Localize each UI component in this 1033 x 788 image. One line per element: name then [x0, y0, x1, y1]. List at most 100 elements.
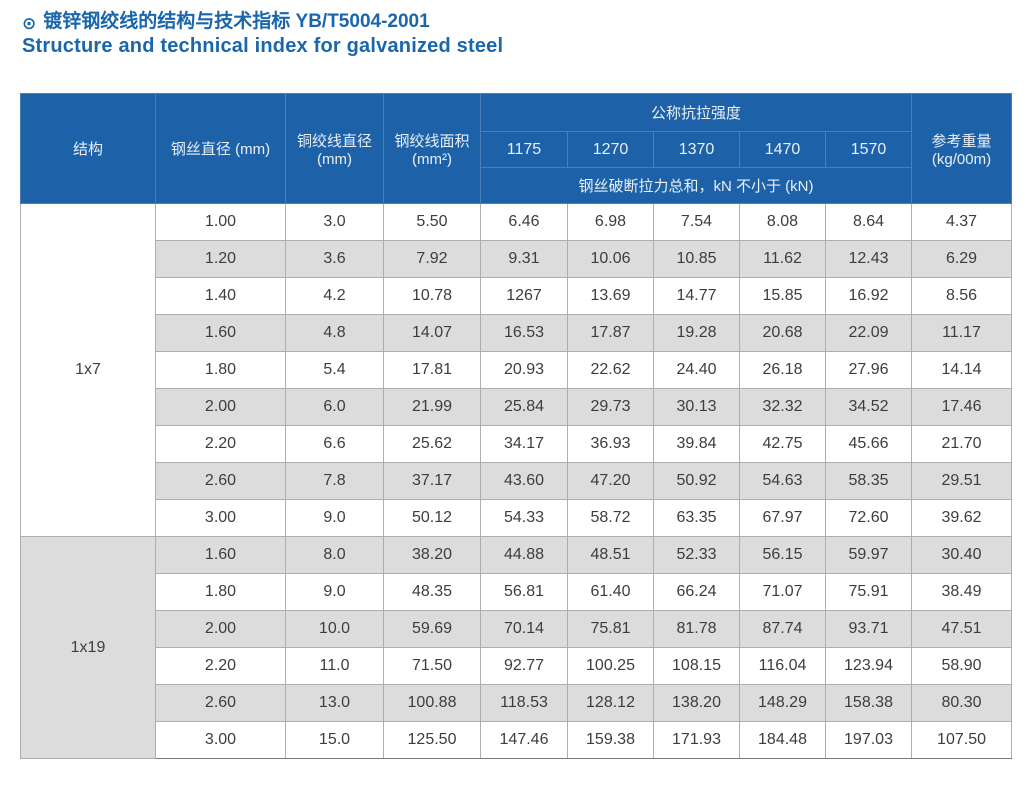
data-cell: 11.62 — [739, 240, 826, 278]
data-cell: 9.0 — [285, 573, 384, 611]
data-cell: 32.32 — [739, 388, 826, 426]
data-cell: 56.15 — [739, 536, 826, 574]
data-cell: 72.60 — [824, 499, 913, 537]
data-cell: 36.93 — [567, 425, 654, 463]
data-cell: 15.0 — [285, 721, 384, 759]
data-cell: 8.64 — [824, 203, 913, 241]
data-cell: 21.70 — [911, 425, 1013, 463]
col-header-strand-diameter: 铜绞线直径 (mm) — [285, 93, 384, 204]
data-cell: 158.38 — [824, 684, 913, 722]
strand-diameter-label: 铜绞线直径 — [296, 132, 372, 150]
data-cell: 5.50 — [383, 203, 481, 241]
data-cell: 29.73 — [567, 388, 654, 426]
table-row: 2.60 13.0 100.88 118.53 128.12 138.20 148.29 15… — [21, 684, 1013, 722]
data-cell: 3.00 — [155, 499, 286, 537]
data-cell: 10.85 — [653, 240, 740, 278]
data-cell: 3.6 — [285, 240, 384, 278]
data-cell: 4.37 — [911, 203, 1013, 241]
col-header-tensile-1370: 1370 — [653, 131, 740, 168]
data-cell: 38.20 — [383, 536, 481, 574]
data-cell: 26.18 — [739, 351, 826, 389]
data-cell: 2.60 — [155, 462, 286, 500]
data-cell: 38.49 — [911, 573, 1013, 611]
page-title-zh: 镀锌钢绞线的结构与技术指标 YB/T5004-2001 — [43, 11, 430, 32]
data-cell: 21.99 — [383, 388, 481, 426]
data-cell: 147.46 — [480, 721, 568, 759]
data-cell: 56.81 — [480, 573, 568, 611]
col-header-tensile-1470: 1470 — [739, 131, 826, 168]
data-cell: 6.98 — [567, 203, 654, 241]
data-cell: 37.17 — [383, 462, 481, 500]
col-header-strand-area: 钢绞线面积 (mm²) — [383, 93, 481, 204]
data-cell: 184.48 — [739, 721, 826, 759]
data-cell: 4.8 — [285, 314, 384, 352]
data-cell: 1.80 — [155, 573, 286, 611]
col-header-ref-weight: 参考重量 (kg/00m) — [911, 93, 1013, 204]
data-cell: 1.80 — [155, 351, 286, 389]
circled-dot-bullet-icon: ⊙ — [22, 13, 37, 33]
strand-area-label: 钢绞线面积 — [394, 132, 470, 150]
data-cell: 30.13 — [653, 388, 740, 426]
data-cell: 81.78 — [653, 610, 740, 648]
data-cell: 48.51 — [567, 536, 654, 574]
data-cell: 13.0 — [285, 684, 384, 722]
data-cell: 29.51 — [911, 462, 1013, 500]
data-cell: 43.60 — [480, 462, 568, 500]
spec-table-container: 结构 钢丝直径 (mm) 铜绞线直径 (mm) 钢绞线面积 (mm²) 公称抗拉… — [20, 93, 1013, 759]
data-cell: 1.60 — [155, 536, 286, 574]
data-cell: 10.06 — [567, 240, 654, 278]
data-cell: 59.97 — [824, 536, 913, 574]
table-row: 2.00 10.0 59.69 70.14 75.81 81.78 87.74 93.71 47… — [21, 610, 1013, 648]
data-cell: 70.14 — [480, 610, 568, 648]
data-cell: 7.8 — [285, 462, 384, 500]
data-cell: 58.35 — [824, 462, 913, 500]
data-cell: 9.31 — [480, 240, 568, 278]
table-row: 1x7 1.00 3.0 5.50 6.46 6.98 7.54 8.08 8.64 4.37 — [20, 203, 1013, 537]
data-cell: 34.17 — [480, 425, 568, 463]
table-row: 1.80 9.0 48.35 56.81 61.40 66.24 71.07 75.91 38.… — [21, 573, 1013, 611]
data-cell: 2.00 — [155, 388, 286, 426]
strand-area-unit: (mm²) — [412, 150, 452, 168]
data-cell: 25.62 — [383, 425, 481, 463]
table-row: 2.20 11.0 71.50 92.77 100.25 108.15 116.04 123.… — [21, 647, 1013, 685]
table-body: 1x7 1.00 3.0 5.50 6.46 6.98 7.54 8.08 8.64 4.37 1.… — [20, 203, 1013, 759]
data-cell: 123.94 — [824, 647, 913, 685]
data-cell: 8.08 — [739, 203, 826, 241]
data-cell: 1.40 — [155, 277, 286, 315]
data-cell: 58.72 — [567, 499, 654, 537]
data-cell: 14.07 — [383, 314, 481, 352]
data-cell: 6.0 — [285, 388, 384, 426]
spec-table: 结构 钢丝直径 (mm) 铜绞线直径 (mm) 钢绞线面积 (mm²) 公称抗拉… — [20, 93, 1013, 759]
data-cell: 87.74 — [739, 610, 826, 648]
data-cell: 107.50 — [911, 721, 1013, 759]
data-cell: 67.97 — [739, 499, 826, 537]
data-cell: 14.77 — [653, 277, 740, 315]
data-cell: 44.88 — [480, 536, 568, 574]
data-cell: 2.00 — [155, 610, 286, 648]
data-cell: 15.85 — [739, 277, 826, 315]
data-cell: 14.14 — [911, 351, 1013, 389]
table-row: 1.80 5.4 17.81 20.93 22.62 24.40 26.18 27.96 14.… — [21, 351, 1013, 389]
data-cell: 50.12 — [383, 499, 481, 537]
data-cell: 48.35 — [383, 573, 481, 611]
data-cell: 17.87 — [567, 314, 654, 352]
table-row: 1.60 4.8 14.07 16.53 17.87 19.28 20.68 22.09 11.… — [21, 314, 1013, 352]
data-cell: 16.53 — [480, 314, 568, 352]
structure-cell: 1x7 — [20, 203, 156, 537]
col-header-tensile-1570: 1570 — [824, 131, 913, 168]
table-row: 2.00 6.0 21.99 25.84 29.73 30.13 32.32 34.52 17.… — [21, 388, 1013, 426]
data-cell: 59.69 — [383, 610, 481, 648]
table-row: 2.20 6.6 25.62 34.17 36.93 39.84 42.75 45.66 21.… — [21, 425, 1013, 463]
table-row: 3.00 15.0 125.50 147.46 159.38 171.93 184.48 19… — [21, 721, 1013, 759]
col-header-breaking-note: 钢丝破断拉力总和，kN 不小于 (kN) — [479, 167, 913, 204]
data-cell: 54.33 — [480, 499, 568, 537]
data-cell: 17.46 — [911, 388, 1013, 426]
data-cell: 8.0 — [285, 536, 384, 574]
data-cell: 8.56 — [911, 277, 1013, 315]
data-cell: 2.20 — [155, 425, 286, 463]
data-cell: 34.52 — [824, 388, 913, 426]
data-cell: 58.90 — [911, 647, 1013, 685]
data-cell: 16.92 — [824, 277, 913, 315]
data-cell: 197.03 — [824, 721, 913, 759]
data-cell: 13.69 — [567, 277, 654, 315]
